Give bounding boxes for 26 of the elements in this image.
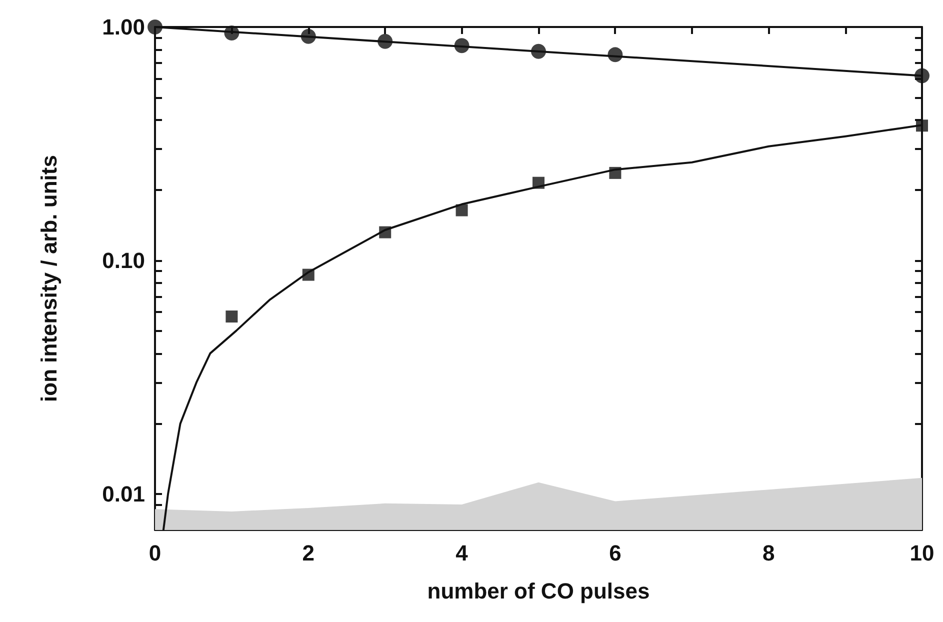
point — [608, 47, 623, 62]
x-tick-label: 8 — [762, 540, 775, 566]
x-tick-label: 4 — [456, 540, 469, 566]
point — [148, 20, 162, 34]
point — [532, 176, 544, 189]
point — [456, 204, 468, 216]
y-tick-label: 0.01 — [102, 481, 145, 506]
point — [379, 226, 392, 238]
point — [226, 310, 238, 323]
point — [914, 68, 930, 84]
point — [378, 34, 393, 49]
y-axis-title: ion intensity / arb. units — [36, 155, 62, 402]
x-tick-label: 0 — [148, 540, 162, 566]
point — [302, 268, 314, 281]
x-axis-title: number of CO pulses — [427, 578, 650, 604]
point — [609, 166, 622, 179]
x-tick-label: 10 — [910, 540, 934, 566]
x-tick-label: 2 — [302, 540, 315, 566]
y-tick-label: 1.00 — [102, 14, 145, 40]
point — [531, 44, 546, 59]
point — [454, 38, 470, 54]
point — [916, 120, 928, 132]
point — [224, 25, 240, 40]
point — [300, 28, 316, 44]
y-tick-label: 0.10 — [102, 248, 145, 273]
x-tick-label: 6 — [609, 540, 622, 566]
